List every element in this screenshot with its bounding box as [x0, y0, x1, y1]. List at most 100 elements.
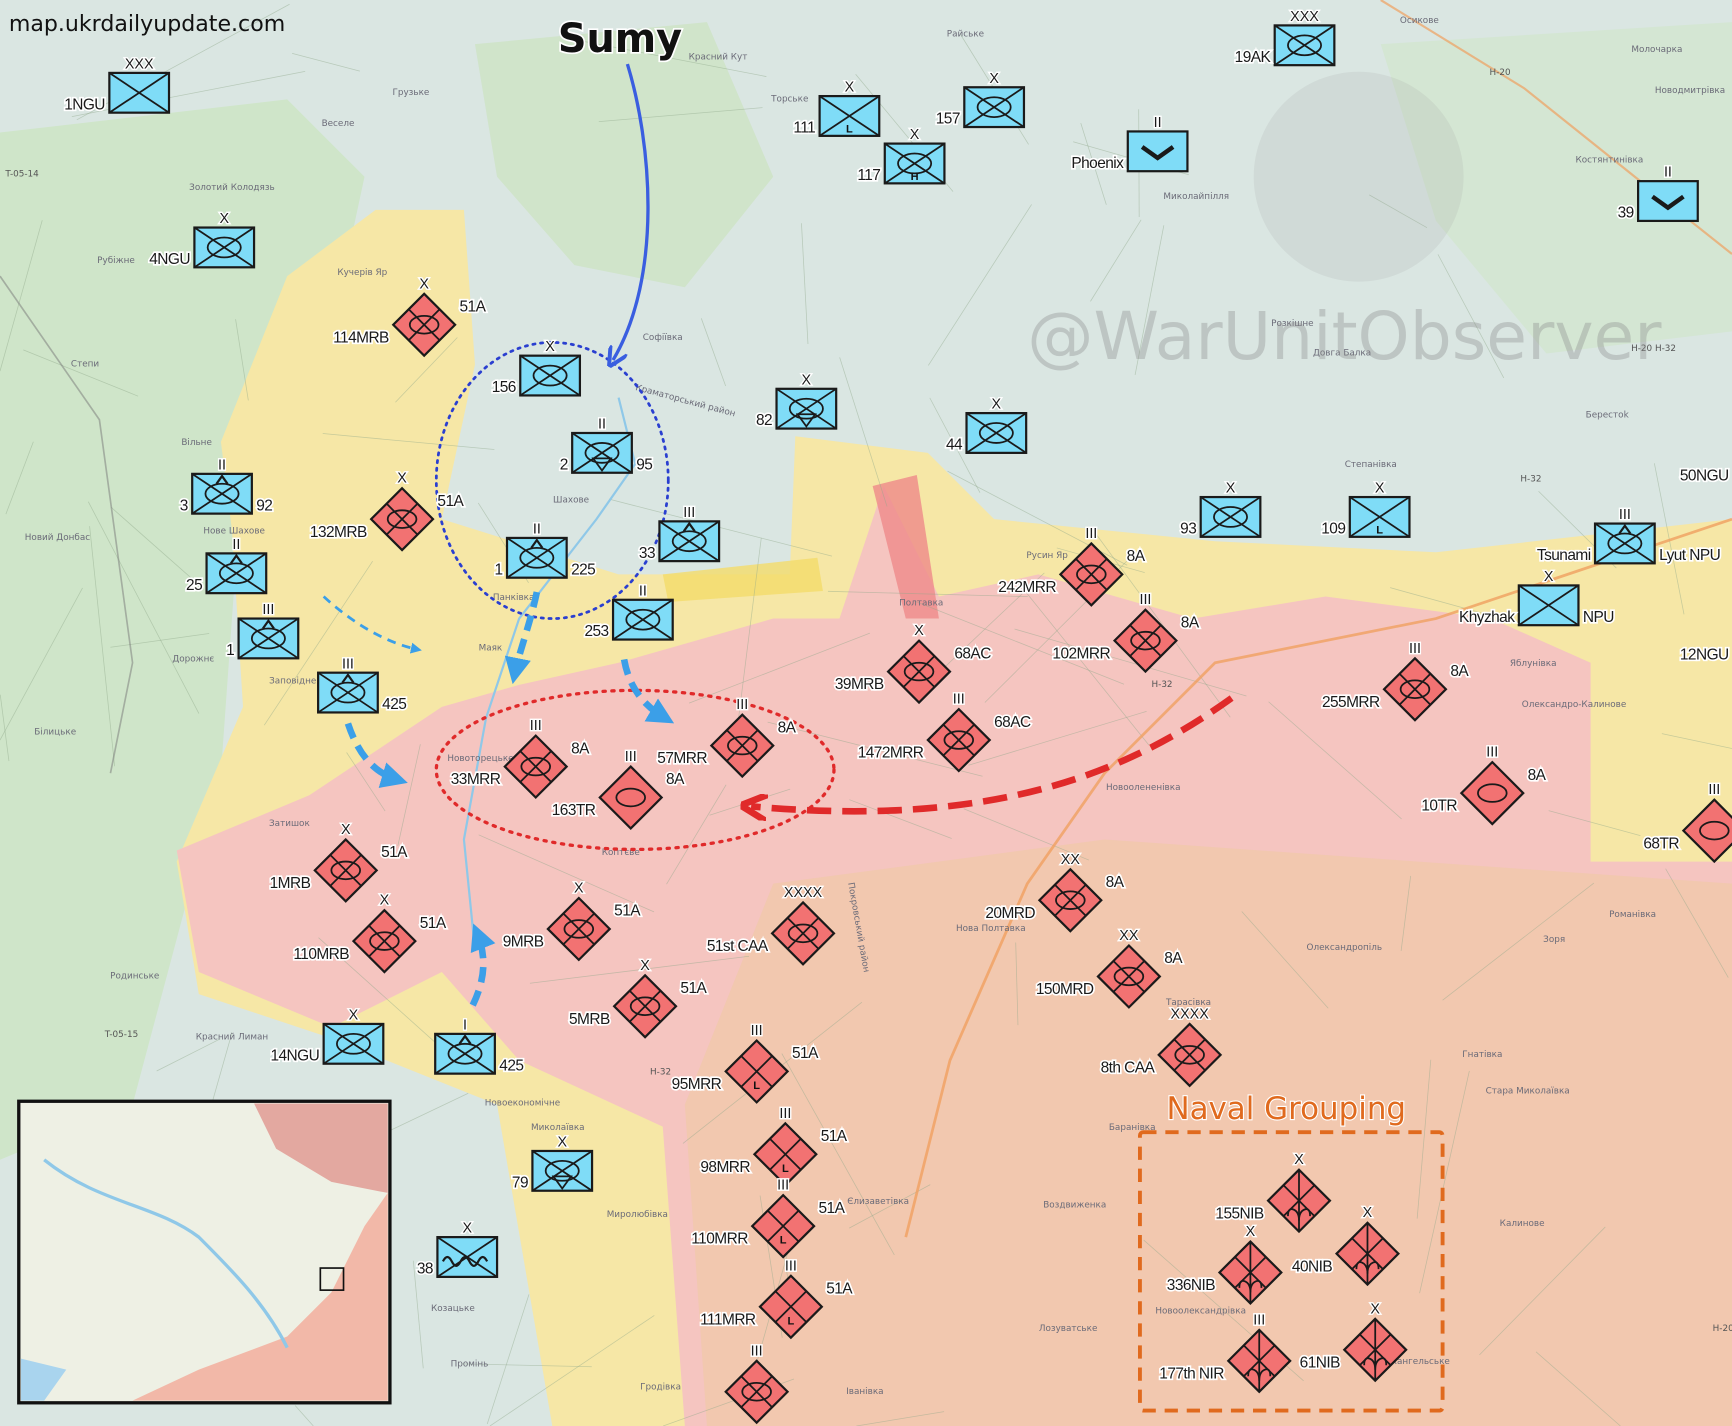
unit-ru-150mrd[interactable]: XX 150MRD 8A — [1034, 927, 1185, 1009]
unit-ru-98mrr[interactable]: L III 98MRR 51A — [699, 1104, 850, 1187]
airborne-icon — [215, 474, 229, 485]
field-boundary — [412, 1260, 424, 1369]
unit-ua-156[interactable]: X 156 — [490, 338, 582, 398]
unit-ru-110mrb[interactable]: X 110MRB 51A — [292, 891, 449, 974]
unit-ru-132mrb[interactable]: X 132MRB 51A — [308, 469, 467, 552]
armor-oval-icon — [1213, 506, 1248, 528]
unit-ru-111mrr[interactable]: L III 111MRR 51A — [699, 1257, 856, 1340]
unit-ua-50ngu[interactable]: 50NGU — [1678, 444, 1732, 486]
field-boundary — [235, 319, 249, 401]
field-boundary — [89, 526, 116, 767]
unit-ua-14ngu[interactable]: X 14NGU — [269, 1006, 385, 1066]
echelon-marker: III — [736, 697, 748, 713]
field-boundary — [1479, 1226, 1606, 1356]
unit-ru-68tr[interactable]: III 68TR — [1642, 781, 1732, 864]
echelon-marker: III — [1708, 782, 1720, 798]
unit-ru-1mrb[interactable]: X 1MRB 51A — [268, 821, 410, 903]
unit-ru-95mrr[interactable]: L III 95MRR 51A — [670, 1022, 821, 1104]
unit-ua-117[interactable]: H X 117 — [856, 126, 946, 186]
unit-ru-33mrr[interactable]: III 33MRR 8A — [449, 717, 592, 800]
place-name: Степанівка — [1345, 460, 1397, 470]
unit-ua-1[interactable]: III 1 — [224, 601, 300, 661]
unit-ru-unnamed[interactable]: III — [724, 1342, 790, 1425]
unit-ua-1[interactable]: II 1 225 — [493, 520, 598, 580]
unit-ua-khyzhak[interactable]: X Khyzhak NPU — [1457, 568, 1616, 628]
unit-ua-phoenix[interactable]: II Phoenix — [1070, 114, 1189, 174]
unit-ua-109[interactable]: L X 109 — [1320, 479, 1411, 539]
road-number: H-32 — [1520, 475, 1541, 485]
unit-ru-255mrr[interactable]: III 255MRR 8A — [1320, 639, 1472, 722]
infantry-cross-icon — [612, 599, 674, 641]
unit-ua-157[interactable]: X 157 — [934, 69, 1026, 129]
echelon-marker: III — [1619, 507, 1631, 523]
unit-ua-82[interactable]: X 82 — [754, 371, 838, 431]
unit-designation: 157 — [936, 111, 960, 128]
unit-ru-102mrr[interactable]: III 102MRR 8A — [1051, 591, 1202, 674]
place-name: Заповідне — [269, 677, 316, 687]
unit-ua-2[interactable]: II 2 95 — [558, 415, 654, 475]
place-name: Новоекономічне — [485, 1099, 561, 1109]
ukrainian-arrow-2 — [344, 722, 408, 788]
unit-designation: 3 — [180, 497, 188, 514]
echelon-marker: X — [914, 623, 924, 639]
unit-ru-51st-caa[interactable]: XXXX 51st CAA — [705, 884, 836, 966]
unit-ua-93[interactable]: X 93 — [1179, 479, 1262, 539]
unit-ru-9mrb[interactable]: X 9MRB 51A — [501, 879, 643, 962]
unit-ru-1472mrr[interactable]: III 1472MRR 68AC — [856, 690, 1033, 773]
unit-ru-336nib[interactable]: X 336NIB — [1165, 1223, 1283, 1305]
echelon-marker: III — [1409, 641, 1421, 657]
echelon-marker: X — [1370, 1301, 1380, 1317]
unit-parent-formation: 51A — [420, 915, 447, 932]
unit-ru-5mrb[interactable]: X 5MRB 51A — [567, 956, 710, 1039]
unit-ru-177th-nir[interactable]: III 177th NIR — [1158, 1311, 1292, 1394]
echelon-marker: X — [349, 1008, 359, 1024]
place-name: Веселе — [322, 119, 355, 129]
echelon-marker: III — [625, 749, 637, 765]
unit-ua-3[interactable]: II 3 92 — [178, 456, 274, 516]
armor-oval-icon — [218, 562, 254, 585]
unit-ru-242mrr[interactable]: III 242MRR 8A — [997, 525, 1148, 607]
armor-oval-icon — [386, 509, 418, 529]
unit-ru-8th-caa[interactable]: XXXX 8th CAA — [1099, 1005, 1223, 1088]
unit-parent-formation: 95 — [636, 456, 652, 473]
unit-ru-114mrb[interactable]: X 114MRB 51A — [331, 275, 489, 358]
unit-ru-39mrb[interactable]: X 39MRB 68AC — [833, 622, 993, 705]
unit-ru-61nib[interactable]: X 61NIB — [1298, 1300, 1408, 1383]
armor-oval-icon — [1130, 630, 1161, 651]
unit-ua-25[interactable]: II 25 — [184, 536, 268, 595]
unit-ua-tsunami[interactable]: III Tsunami Lyut NPU — [1535, 506, 1722, 566]
field-boundary — [1437, 254, 1505, 379]
road-number: H-20 H-32 — [1631, 344, 1676, 354]
unit-ua-12ngu[interactable]: 12NGU — [1678, 623, 1732, 665]
unit-designation: 98MRR — [700, 1159, 750, 1176]
wave-icon — [441, 1255, 489, 1267]
unit-ru-57mrr[interactable]: III 57MRR 8A — [656, 696, 799, 779]
unit-ua-253[interactable]: II 253 — [583, 582, 674, 642]
unit-ua-79[interactable]: X 79 — [510, 1133, 594, 1193]
unit-ru-110mrr[interactable]: L III 110MRR 51A — [690, 1176, 848, 1259]
unit-ua-44[interactable]: X 44 — [944, 395, 1028, 455]
unit-ua-425[interactable]: I 425 — [434, 1016, 526, 1076]
echelon-marker: X — [802, 372, 812, 388]
place-name: Вільне — [181, 438, 212, 448]
unit-ru-40nib[interactable]: X 40NIB — [1290, 1204, 1400, 1287]
unit-ua-19ak[interactable]: XXX 19AK — [1233, 8, 1336, 68]
armor-oval-icon — [1055, 890, 1086, 910]
unit-ua-4ngu[interactable]: X 4NGU — [148, 210, 256, 270]
unit-ua-39[interactable]: II 39 — [1616, 163, 1699, 223]
armor-oval-icon — [787, 923, 819, 944]
infantry-cross-icon — [1518, 584, 1579, 626]
echelon-marker: III — [342, 656, 354, 672]
unit-ru-155nib[interactable]: X 155NIB — [1214, 1151, 1332, 1234]
unit-ua-1ngu[interactable]: XXX 1NGU — [63, 55, 171, 115]
unit-ua-425[interactable]: III 425 — [317, 655, 409, 715]
unit-ru-10tr[interactable]: III 10TR 8A — [1420, 743, 1549, 826]
unit-ua-33[interactable]: III 33 — [637, 504, 721, 563]
unit-ru-20mrd[interactable]: XX 20MRD 8A — [984, 850, 1127, 933]
unit-ru-163tr[interactable]: III 163TR 8A — [550, 748, 687, 830]
green-terrain-north — [474, 22, 774, 288]
echelon-marker: III — [262, 602, 274, 618]
unit-ua-111[interactable]: L X 111 — [792, 78, 881, 138]
field-boundary — [801, 223, 809, 344]
unit-ua-38[interactable]: X 38 — [415, 1219, 499, 1279]
